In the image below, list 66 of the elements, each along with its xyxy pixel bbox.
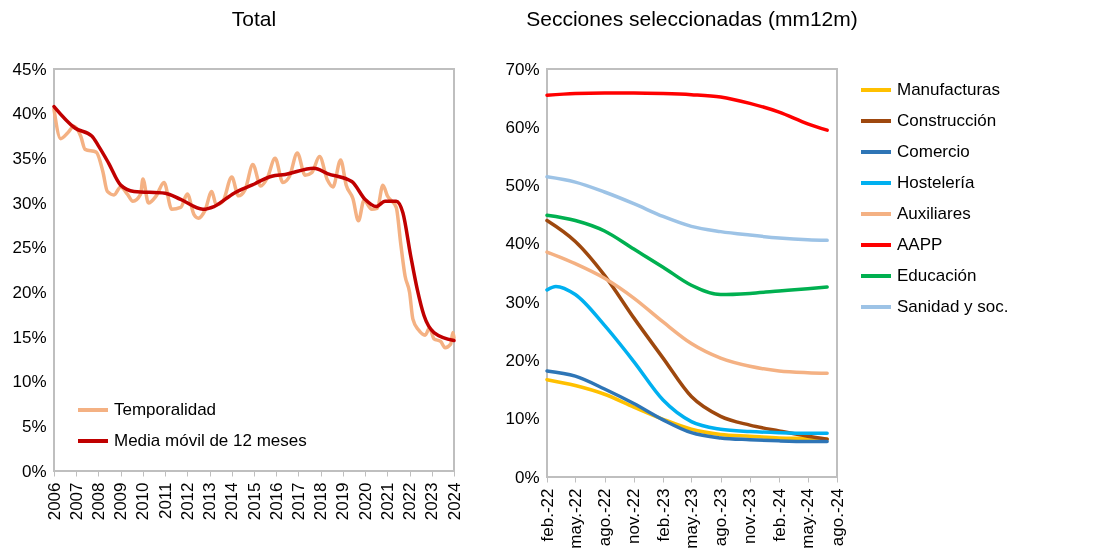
line-series	[545, 218, 829, 441]
x-tick-label: 2012	[177, 482, 197, 521]
x-tick-label: 2020	[355, 482, 375, 521]
legend-label: AAPP	[897, 235, 943, 254]
line-series	[545, 213, 829, 297]
x-tick-label: may.-23	[681, 488, 701, 549]
y-tick-label: 15%	[12, 327, 47, 347]
y-tick-label: 50%	[505, 176, 540, 196]
x-tick-label: 2006	[44, 482, 64, 521]
x-tick-label: may.-24	[798, 488, 818, 549]
x-tick-label: nov.-22	[624, 488, 644, 544]
y-tick-label: 5%	[21, 416, 47, 436]
legend-label: Comercio	[897, 142, 970, 161]
x-tick-label: 2019	[333, 482, 353, 521]
x-tick-label: ago.-23	[711, 488, 731, 547]
x-tick-label: feb.-22	[537, 488, 557, 542]
x-tick-label: 2010	[133, 482, 153, 521]
chart-title: Secciones seleccionadas (mm12m)	[526, 7, 858, 30]
y-tick-label: 25%	[12, 238, 47, 258]
y-tick-label: 0%	[514, 467, 540, 487]
y-tick-label: 40%	[12, 104, 47, 124]
y-tick-label: 45%	[12, 59, 47, 79]
x-tick-label: 2018	[311, 482, 331, 521]
x-tick-label: 2009	[111, 482, 131, 521]
x-tick-label: 2013	[200, 482, 220, 521]
legend-label: Manufacturas	[897, 80, 1000, 99]
x-tick-label: nov.-23	[740, 488, 760, 544]
y-tick-label: 60%	[505, 117, 540, 137]
x-tick-label: 2024	[444, 482, 464, 521]
x-tick-label: 2007	[66, 482, 86, 521]
x-tick-label: ago.-24	[827, 488, 847, 547]
y-tick-label: 0%	[21, 461, 47, 481]
y-tick-label: 20%	[12, 282, 47, 302]
y-tick-label: 10%	[12, 372, 47, 392]
x-tick-label: ago.-22	[595, 488, 615, 547]
chart-title: Total	[231, 7, 277, 30]
x-tick-label: feb.-24	[769, 488, 789, 542]
legend-label: Temporalidad	[114, 400, 217, 419]
x-tick-label: 2015	[244, 482, 264, 521]
x-tick-label: 2008	[88, 482, 108, 521]
x-tick-label: feb.-23	[653, 488, 673, 542]
x-tick-label: 2011	[155, 482, 175, 520]
legend-label: Educación	[897, 266, 977, 285]
y-tick-label: 20%	[505, 350, 540, 370]
y-tick-label: 70%	[505, 59, 540, 79]
legend-label: Media móvil de 12 meses	[114, 431, 307, 450]
x-tick-label: 2014	[222, 482, 242, 521]
x-tick-label: 2017	[288, 482, 308, 521]
line-series	[545, 175, 829, 243]
line-series	[545, 250, 829, 375]
x-tick-label: 2023	[422, 482, 442, 521]
line-series	[545, 284, 829, 436]
y-tick-label: 35%	[12, 148, 47, 168]
line-series	[545, 91, 829, 132]
y-tick-label: 10%	[505, 409, 540, 429]
legend-label: Sanidad y soc.	[897, 297, 1009, 316]
y-tick-label: 30%	[12, 193, 47, 213]
x-tick-label: 2021	[377, 482, 397, 521]
legend-label: Auxiliares	[897, 204, 971, 223]
legend-label: Construcción	[897, 111, 997, 130]
y-tick-label: 30%	[505, 292, 540, 312]
y-tick-label: 40%	[505, 234, 540, 254]
legend-label: Hostelería	[897, 173, 976, 192]
x-tick-label: may.-22	[565, 488, 585, 549]
x-tick-label: 2016	[266, 482, 286, 521]
x-tick-label: 2022	[400, 482, 420, 521]
